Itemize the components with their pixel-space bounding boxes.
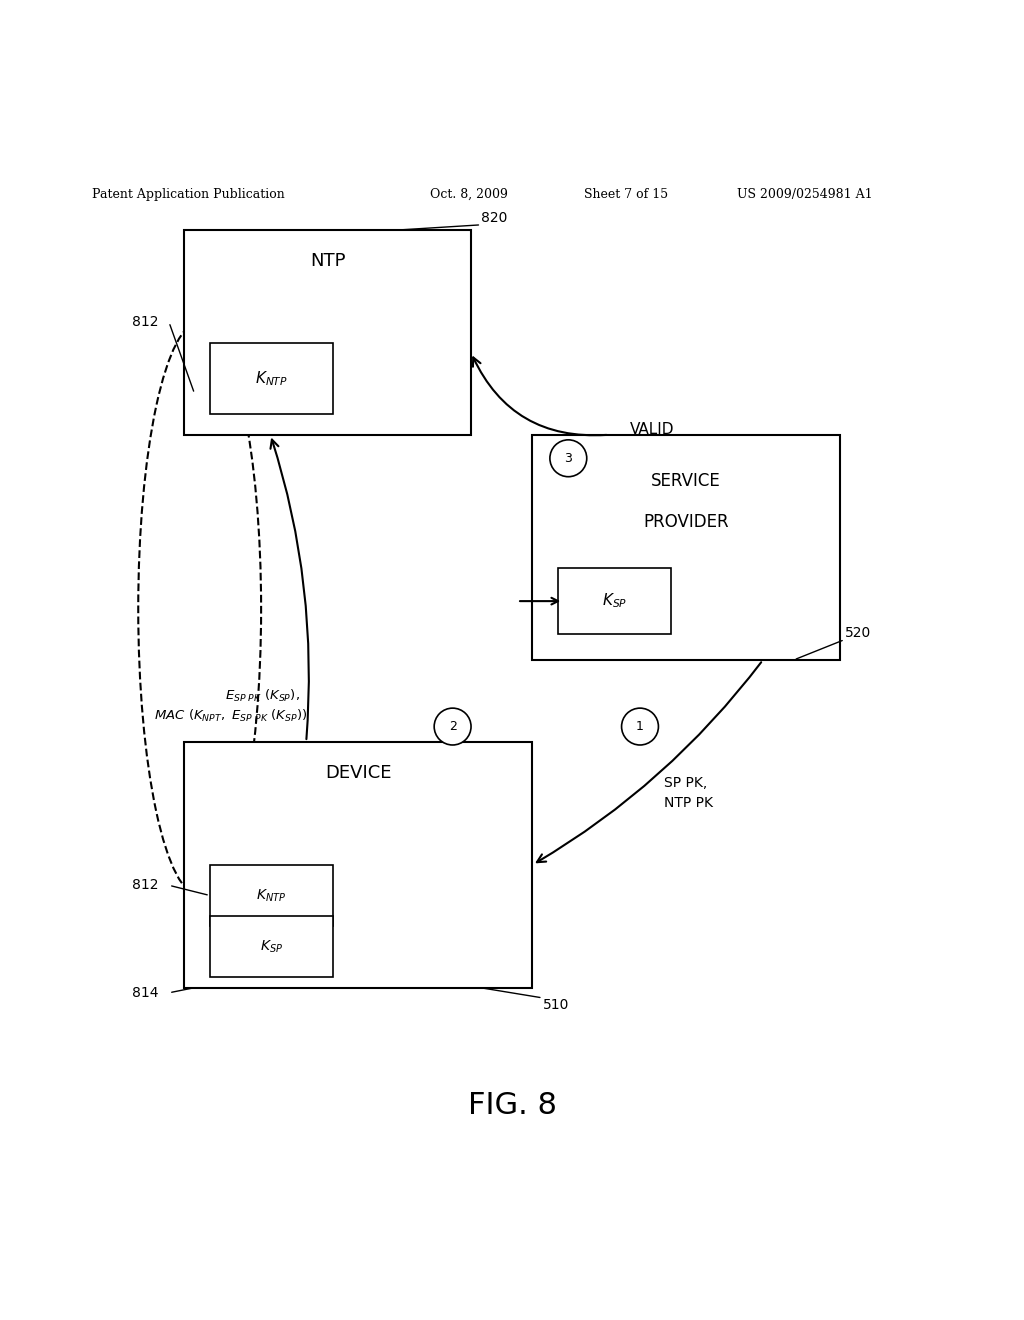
Text: DEVICE: DEVICE xyxy=(326,764,391,781)
Text: $MAC\ (K_{NPT},\ E_{SP\ PK}\ (K_{SP}))$: $MAC\ (K_{NPT},\ E_{SP\ PK}\ (K_{SP}))$ xyxy=(154,709,307,725)
Text: FIG. 8: FIG. 8 xyxy=(468,1090,556,1119)
FancyBboxPatch shape xyxy=(558,568,671,635)
Text: $E_{SP\ PK}\ (K_{SP}),$: $E_{SP\ PK}\ (K_{SP}),$ xyxy=(225,688,300,704)
Text: NTP PK: NTP PK xyxy=(664,796,713,810)
FancyBboxPatch shape xyxy=(210,343,333,414)
Text: NTP: NTP xyxy=(310,252,345,269)
Circle shape xyxy=(622,708,658,744)
Text: $K_{SP}$: $K_{SP}$ xyxy=(260,939,283,954)
Text: $K_{NTP}$: $K_{NTP}$ xyxy=(255,370,288,388)
Text: 820: 820 xyxy=(481,211,508,224)
Text: 520: 520 xyxy=(845,626,871,639)
Text: US 2009/0254981 A1: US 2009/0254981 A1 xyxy=(737,187,872,201)
Text: PROVIDER: PROVIDER xyxy=(643,512,729,531)
Text: 510: 510 xyxy=(543,998,569,1012)
Text: $K_{SP}$: $K_{SP}$ xyxy=(602,591,627,610)
Text: Sheet 7 of 15: Sheet 7 of 15 xyxy=(584,187,668,201)
Circle shape xyxy=(550,440,587,477)
Text: VALID: VALID xyxy=(630,422,674,437)
FancyBboxPatch shape xyxy=(184,742,532,987)
Text: $K_{NTP}$: $K_{NTP}$ xyxy=(256,887,287,904)
Text: 812: 812 xyxy=(132,315,159,329)
Text: Patent Application Publication: Patent Application Publication xyxy=(92,187,285,201)
Text: 1: 1 xyxy=(636,721,644,733)
FancyBboxPatch shape xyxy=(184,230,471,434)
FancyBboxPatch shape xyxy=(210,865,333,927)
Text: SP PK,: SP PK, xyxy=(664,776,707,789)
FancyBboxPatch shape xyxy=(532,434,840,660)
Text: 812: 812 xyxy=(132,878,159,892)
Text: 814: 814 xyxy=(132,986,159,999)
Text: 3: 3 xyxy=(564,451,572,465)
Text: 2: 2 xyxy=(449,721,457,733)
Text: SERVICE: SERVICE xyxy=(651,471,721,490)
Text: Oct. 8, 2009: Oct. 8, 2009 xyxy=(430,187,508,201)
Circle shape xyxy=(434,708,471,744)
FancyBboxPatch shape xyxy=(210,916,333,977)
